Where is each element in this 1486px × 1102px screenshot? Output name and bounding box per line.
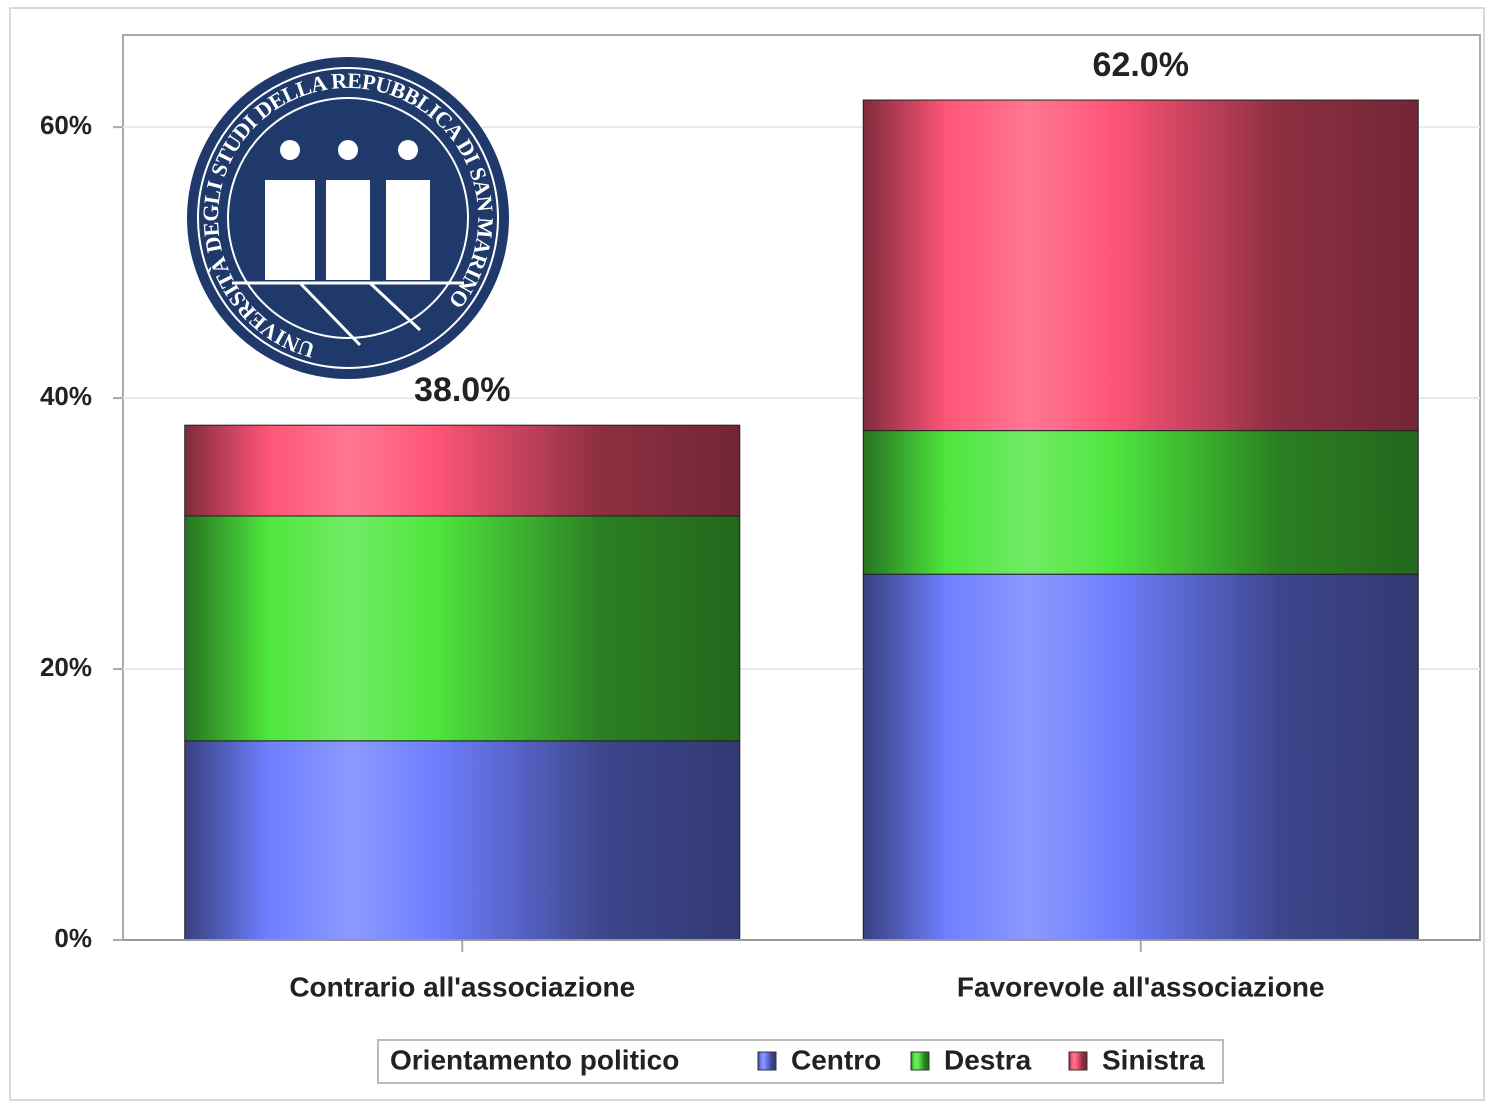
logo: UNIVERSITÀ DEGLI STUDI DELLA REPUBBLICA … xyxy=(187,57,509,379)
legend-label: Destra xyxy=(944,1044,1032,1075)
logo-ring xyxy=(197,67,499,369)
logo-lines xyxy=(232,281,464,347)
bar xyxy=(862,99,1419,432)
legend-swatch xyxy=(1068,1051,1088,1071)
x-tick-label: Favorevole all'associazione xyxy=(957,971,1325,1002)
bar xyxy=(184,740,741,941)
legend-swatch xyxy=(757,1051,777,1071)
x-tick-label: Contrario all'associazione xyxy=(289,971,635,1002)
y-tick-label: 60% xyxy=(40,110,92,140)
bar xyxy=(184,424,741,517)
legend-label: Sinistra xyxy=(1102,1044,1205,1075)
y-tick-label: 0% xyxy=(54,923,92,953)
legend-label: Centro xyxy=(791,1044,881,1075)
legend-swatch xyxy=(910,1051,930,1071)
y-tick-label: 20% xyxy=(40,652,92,682)
bar xyxy=(862,430,1419,575)
total-label: 38.0% xyxy=(414,371,510,409)
legend-title: Orientamento politico xyxy=(390,1044,679,1075)
bar xyxy=(184,515,741,742)
logo-towers xyxy=(265,140,430,280)
total-label: 62.0% xyxy=(1093,46,1189,84)
bar xyxy=(862,573,1419,941)
y-tick-label: 40% xyxy=(40,381,92,411)
